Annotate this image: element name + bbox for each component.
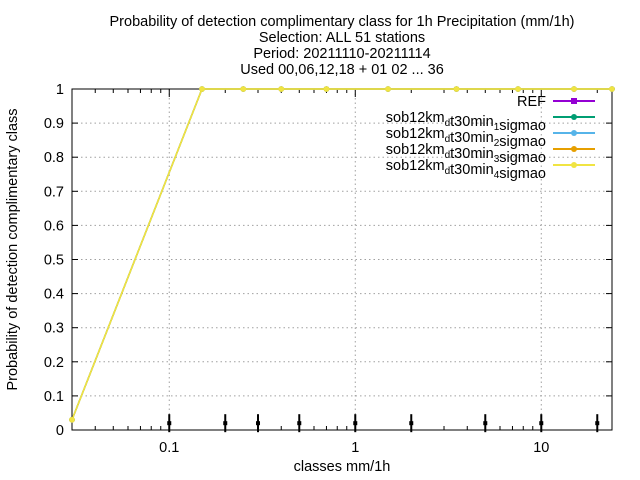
series xyxy=(69,86,615,423)
series-point xyxy=(609,86,615,92)
x-tick-label: 0.1 xyxy=(159,440,179,456)
legend-label: sob12kmdt30min4sigmao xyxy=(386,158,546,182)
x-tick-label: 10 xyxy=(533,440,549,456)
class-marker xyxy=(297,414,302,433)
title-line: Used 00,06,12,18 + 01 02 ... 36 xyxy=(240,62,444,78)
class-marker xyxy=(539,414,544,433)
class-markers xyxy=(167,414,600,433)
title-line: Period: 20211110-20211114 xyxy=(253,46,430,62)
series-point xyxy=(278,86,285,92)
legend-label: sob12kmdt30min3sigmao xyxy=(386,142,546,166)
series-point xyxy=(385,86,391,92)
legend-entry: sob12kmdt30min4sigmao xyxy=(386,158,595,182)
y-tick-label: 0.6 xyxy=(44,218,64,234)
y-tick-label: 1 xyxy=(56,82,64,98)
class-marker xyxy=(483,414,488,433)
legend-label: sob12kmdt30min1sigmao xyxy=(386,110,546,134)
series-point xyxy=(453,86,460,92)
series-point xyxy=(240,86,247,92)
series-point xyxy=(199,86,205,92)
class-marker xyxy=(595,414,600,433)
legend: REFsob12kmdt30min1sigmaosob12kmdt30min2s… xyxy=(386,94,595,182)
legend-entry: sob12kmdt30min3sigmao xyxy=(386,142,595,166)
series-point xyxy=(571,86,577,92)
title-line: Probability of detection complimentary c… xyxy=(110,14,575,30)
series-point xyxy=(69,416,75,423)
axis-ticks: 0 0.1 0.2 0.3 0.4 0.5 0.6 0.7 0.8 0.9 1 0.1 1 10 xyxy=(44,82,612,456)
x-tick-label: 1 xyxy=(351,440,359,456)
y-tick-label: 0.9 xyxy=(44,116,64,132)
class-marker xyxy=(167,414,172,433)
legend-label: REF xyxy=(517,94,546,110)
class-marker xyxy=(409,414,414,433)
legend-marker xyxy=(571,130,577,136)
series-point xyxy=(515,86,521,92)
class-marker xyxy=(353,414,358,433)
legend-entry: sob12kmdt30min1sigmao xyxy=(386,110,595,134)
series-point xyxy=(323,86,330,92)
y-tick-label: 0.5 xyxy=(44,253,64,269)
series-line-4 xyxy=(71,88,612,421)
y-axis-label: Probability of detection complimentary c… xyxy=(5,108,21,390)
class-marker xyxy=(223,414,228,433)
y-tick-label: 0 xyxy=(56,423,64,439)
y-tick-label: 0.4 xyxy=(44,287,64,303)
legend-marker xyxy=(571,146,577,152)
legend-entry: sob12kmdt30min2sigmao xyxy=(386,126,595,150)
y-tick-label: 0.3 xyxy=(44,321,64,337)
legend-marker xyxy=(571,98,577,104)
legend-entry: REF xyxy=(517,94,595,110)
y-tick-label: 0.7 xyxy=(44,184,64,200)
class-marker xyxy=(256,414,261,433)
y-tick-label: 0.8 xyxy=(44,150,64,166)
y-tick-label: 0.1 xyxy=(44,389,64,405)
legend-label: sob12kmdt30min2sigmao xyxy=(386,126,546,150)
y-tick-label: 0.2 xyxy=(44,355,64,371)
legend-marker xyxy=(571,114,577,120)
chart-title: Probability of detection complimentary c… xyxy=(110,14,575,78)
x-axis-label: classes mm/1h xyxy=(294,459,391,475)
title-line: Selection: ALL 51 stations xyxy=(259,30,425,46)
legend-marker xyxy=(571,162,577,168)
